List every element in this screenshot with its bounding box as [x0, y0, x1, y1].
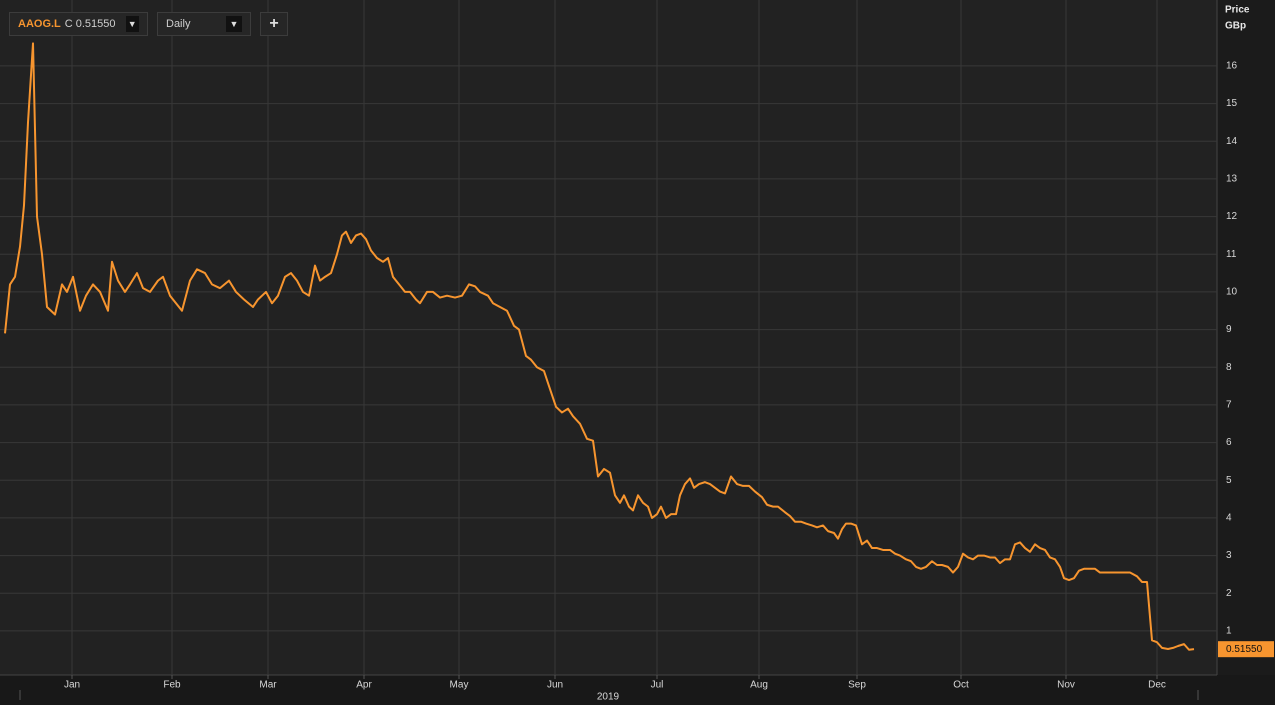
close-price: 0.51550	[75, 18, 116, 30]
y-tick-label: 3	[1226, 550, 1232, 561]
x-tick-label: Sep	[848, 680, 866, 691]
x-tick-label: Aug	[750, 680, 768, 691]
y-tick-label: 9	[1226, 324, 1232, 335]
x-tick-label: Jan	[64, 680, 80, 691]
y-tick-label: 10	[1226, 287, 1238, 298]
y-tick-label: 13	[1226, 174, 1238, 185]
y-tick-label: 1	[1226, 626, 1232, 637]
interval-box[interactable]: Daily ▼	[157, 12, 251, 36]
x-tick-label: Mar	[259, 680, 277, 691]
y-tick-label: 16	[1226, 61, 1238, 72]
dropdown[interactable]: ▼	[226, 16, 242, 32]
price-line	[4, 42, 1195, 651]
dropdown[interactable]: ▼	[125, 16, 139, 32]
marks	[4, 42, 1195, 651]
y-tick-label: 4	[1226, 513, 1232, 524]
ric: AAOG.L	[18, 18, 61, 30]
last-price-tag	[1218, 641, 1274, 658]
plot-background	[0, 0, 1217, 675]
y-tick-label: 14	[1226, 136, 1238, 147]
x-tick-label: Oct	[953, 680, 969, 691]
add-button[interactable]: +	[260, 12, 288, 36]
x-tick-label: Nov	[1057, 680, 1075, 691]
interval: Daily	[166, 18, 191, 30]
y-axis-strip	[1217, 0, 1275, 675]
y-tick-label: 12	[1226, 211, 1238, 222]
y-tick-label: 8	[1226, 362, 1232, 373]
y-tick-label: 5	[1226, 475, 1232, 486]
symbol-box[interactable]: AAOG.L C 0.51550 ▼	[9, 12, 148, 36]
axis-unit: GBp	[1225, 21, 1246, 32]
x-tick-label: Jun	[547, 680, 563, 691]
x-tick-label: Jul	[651, 680, 664, 691]
y-tick-label: 6	[1226, 437, 1232, 448]
x-tick-label: Dec	[1148, 680, 1166, 691]
y-tick-label: 15	[1226, 98, 1238, 109]
price-type: C	[64, 18, 73, 30]
x-tick-label: Feb	[163, 680, 181, 691]
y-tick-label: 2	[1226, 588, 1232, 599]
x-tick-label: May	[450, 680, 469, 691]
x-tick-label: Apr	[356, 680, 372, 691]
year-label: 2019	[597, 692, 620, 703]
y-tick-label: 11	[1226, 249, 1237, 260]
axis-title: Price	[1225, 5, 1250, 16]
last-price-label: 0.51550	[1226, 644, 1263, 655]
x-axis-strip	[0, 675, 1275, 705]
y-tick-label: 7	[1226, 400, 1232, 411]
grid	[0, 0, 1217, 675]
